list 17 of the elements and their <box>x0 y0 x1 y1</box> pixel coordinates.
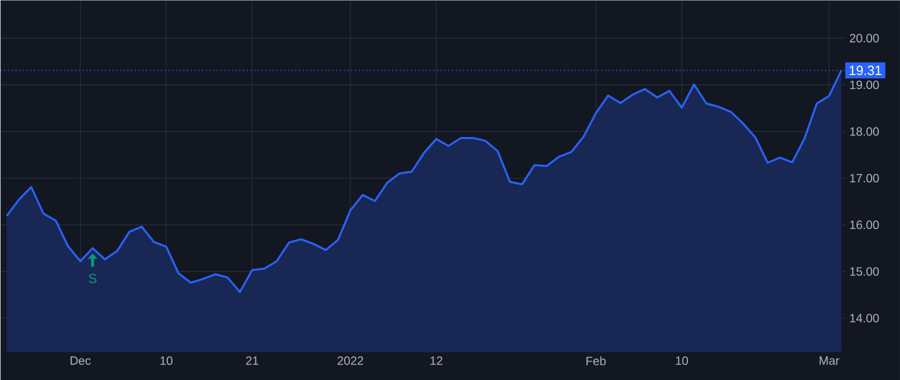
y-tick-label: 16.00 <box>850 220 879 229</box>
x-tick-label: 10 <box>160 356 172 365</box>
ref-line-label: 19.31 <box>850 66 882 76</box>
x-tick-label: Dec <box>70 356 91 365</box>
x-tick-label: Mar <box>820 356 840 365</box>
x-tick-label: 10 <box>676 356 688 365</box>
y-tick-label: 14.00 <box>850 314 879 322</box>
x-tick-label: 12 <box>430 356 442 365</box>
x-tick-label: Feb <box>586 356 606 366</box>
x-tick-label: 2022 <box>338 356 364 365</box>
y-tick-label: 18.00 <box>850 127 879 136</box>
y-tick-label: 15.00 <box>850 267 879 276</box>
y-tick-label: 19.00 <box>850 80 879 90</box>
y-tick-label: 17.00 <box>850 174 879 182</box>
annotation: S <box>88 274 96 284</box>
y-tick-label: 20.00 <box>850 34 879 42</box>
x-tick-label: 21 <box>246 356 258 365</box>
